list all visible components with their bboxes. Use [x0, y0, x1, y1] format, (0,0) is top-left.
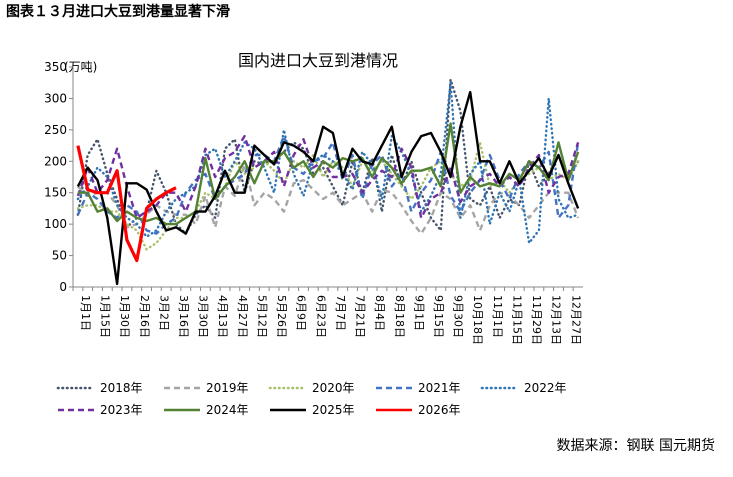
- x-tick-label: 2月16日: [138, 295, 151, 338]
- legend-label: 2018年: [100, 381, 143, 395]
- y-tick-label: 150: [44, 186, 67, 200]
- y-tick-label: 250: [44, 123, 67, 137]
- source: 数据来源：钢联 国元期货: [557, 437, 715, 454]
- x-tick-label: 4月13日: [216, 295, 229, 338]
- x-tick-label: 12月13日: [550, 295, 563, 345]
- y-tick-label: 200: [44, 154, 67, 168]
- y-tick-label: 0: [59, 280, 67, 294]
- legend-label: 2025年: [312, 403, 355, 417]
- x-tick-label: 9月30日: [452, 295, 465, 338]
- x-tick-label: 1月1日: [79, 295, 92, 331]
- page-title: 图表１３月进口大豆到港量显著下滑: [6, 3, 230, 20]
- x-tick-label: 9月1日: [412, 295, 425, 331]
- x-tick-label: 8月4日: [373, 295, 386, 331]
- x-tick-label: 7月7日: [334, 295, 347, 331]
- series-line: [76, 145, 177, 263]
- x-tick-label: 11月1日: [491, 295, 504, 338]
- y-tick-label: 350: [44, 60, 67, 74]
- x-tick-label: 9月15日: [432, 295, 445, 338]
- x-tick-label: 11月29日: [530, 295, 543, 345]
- x-tick-label: 3月2日: [157, 295, 170, 331]
- x-tick-label: 6月9日: [295, 295, 308, 331]
- legend-label: 2023年: [100, 403, 143, 417]
- series-line: [77, 163, 580, 235]
- series-line: [76, 90, 580, 286]
- x-tick-label: 4月27日: [236, 295, 249, 338]
- x-tick-label: 1月15日: [99, 295, 112, 338]
- legend-label: 2026年: [418, 403, 461, 417]
- x-tick-label: 10月18日: [471, 295, 484, 345]
- x-tick-label: 5月12日: [255, 295, 268, 338]
- legend-label: 2022年: [524, 381, 567, 395]
- y-unit: (万吨): [64, 60, 97, 74]
- series-line: [76, 141, 580, 251]
- series-line: [76, 78, 580, 235]
- x-tick-label: 8月18日: [393, 295, 406, 338]
- x-tick-label: 7月21日: [354, 295, 367, 338]
- series-line: [76, 134, 580, 235]
- legend-label: 2019年: [206, 381, 249, 395]
- x-tick-label: 3月16日: [177, 295, 190, 338]
- y-tick-label: 50: [52, 249, 67, 263]
- x-tick-label: 12月27日: [569, 295, 582, 345]
- x-tick-label: 6月23日: [314, 295, 327, 338]
- y-tick-label: 100: [44, 217, 67, 231]
- legend-label: 2020年: [312, 381, 355, 395]
- x-tick-label: 11月15日: [510, 295, 523, 345]
- legend-label: 2021年: [418, 381, 461, 395]
- y-tick-label: 300: [44, 91, 67, 105]
- legend-label: 2024年: [206, 403, 249, 417]
- x-tick-label: 5月26日: [275, 295, 288, 338]
- series-line: [76, 134, 580, 220]
- x-tick-label: 1月30日: [118, 295, 131, 338]
- chart-title: 国内进口大豆到港情况: [238, 51, 398, 70]
- x-tick-label: 3月30日: [197, 295, 210, 338]
